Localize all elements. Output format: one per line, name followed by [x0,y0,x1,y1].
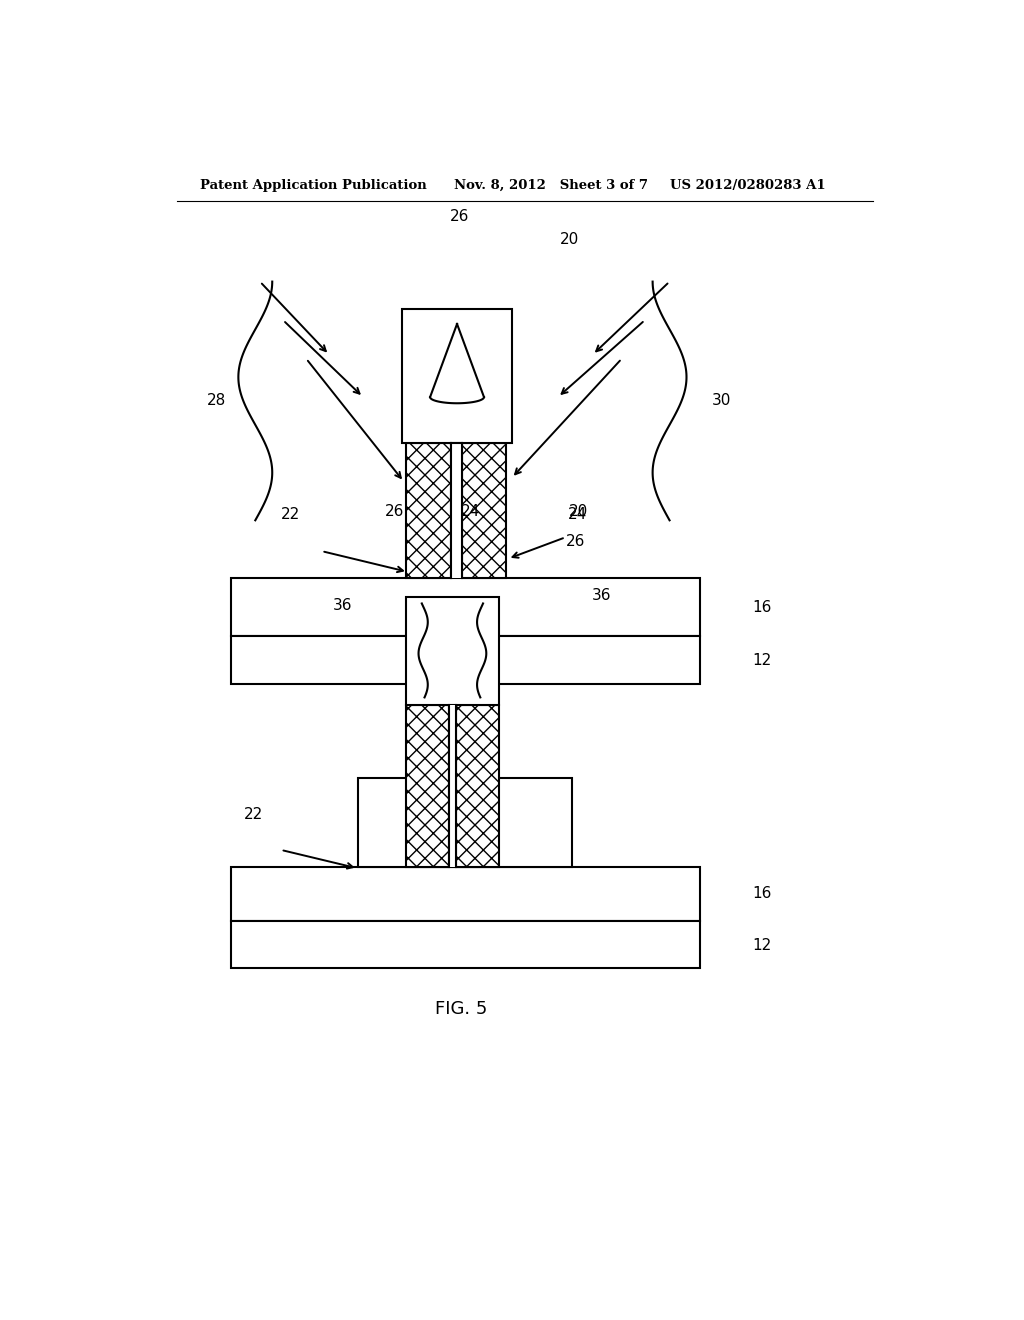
Text: 20: 20 [569,503,589,519]
Text: 26: 26 [566,535,586,549]
Text: US 2012/0280283 A1: US 2012/0280283 A1 [670,178,825,191]
Text: 12: 12 [753,653,772,668]
Text: 30: 30 [713,393,731,408]
Bar [462,444,506,578]
Bar [451,444,462,578]
Text: 12: 12 [753,937,772,953]
Text: FIG. 5: FIG. 5 [435,1001,487,1018]
Text: 36: 36 [333,598,352,612]
Bar [407,598,499,705]
Text: 24: 24 [567,507,587,523]
Text: 16: 16 [753,599,772,615]
Bar [457,705,499,867]
Text: Nov. 8, 2012   Sheet 3 of 7: Nov. 8, 2012 Sheet 3 of 7 [454,178,648,191]
Text: 26: 26 [385,503,404,519]
Bar [230,867,700,921]
Text: 26: 26 [450,209,469,223]
Text: FIG. 4: FIG. 4 [435,696,487,714]
Text: 36: 36 [592,589,611,603]
Text: 22: 22 [244,807,263,822]
Text: 20: 20 [560,232,580,247]
Text: 16: 16 [753,886,772,902]
Text: 22: 22 [282,507,300,521]
Text: 28: 28 [207,393,226,408]
Bar [357,779,571,867]
Bar [449,705,457,867]
Bar [230,636,700,684]
Text: 24: 24 [461,503,480,519]
Bar [407,444,451,578]
Text: Patent Application Publication: Patent Application Publication [200,178,427,191]
Bar [230,921,700,969]
Bar [407,705,449,867]
Bar [230,578,700,636]
Bar [401,309,512,444]
